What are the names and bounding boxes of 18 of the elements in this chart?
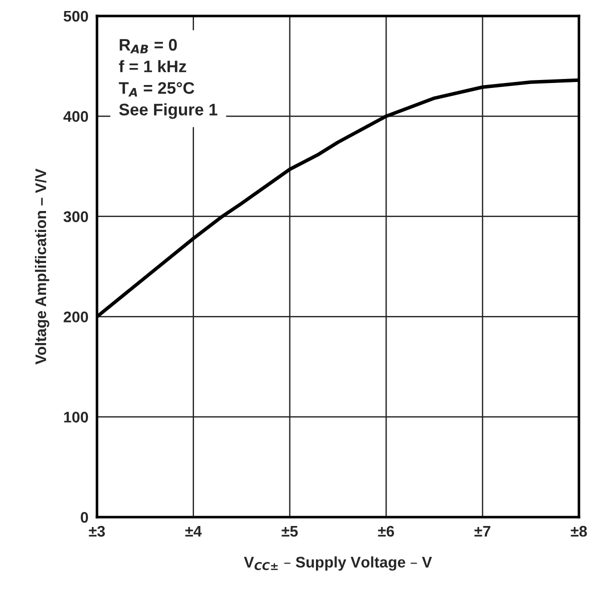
y-tick-label: 500 — [64, 10, 88, 22]
x-tick-label: ±3 — [88, 526, 105, 537]
x-tick-label: ±4 — [185, 526, 202, 537]
annotation: T$_{A}$ = 25°C — [118, 82, 194, 96]
x-axis-title: V$_{CC±}$ – Supply Voltage – V — [244, 556, 432, 571]
annotation: f = 1 kHz — [118, 60, 186, 72]
annotation: R$_{AB}$ = 0 — [120, 38, 177, 54]
y-tick-label: 300 — [64, 211, 88, 222]
y-tick-label: 100 — [64, 412, 88, 423]
y-tick-label: 200 — [64, 312, 88, 322]
x-tick-label: ±7 — [474, 526, 490, 537]
annotation: See Figure 1 — [119, 103, 218, 119]
y-axis-title: Voltage Amplification – V/V — [34, 168, 50, 364]
y-tick-label: 400 — [63, 111, 88, 122]
y-tick-label: 0 — [80, 512, 88, 523]
x-tick-label: ±5 — [282, 526, 298, 537]
x-tick-label: ±6 — [378, 526, 394, 537]
x-tick-label: ±8 — [570, 526, 587, 537]
